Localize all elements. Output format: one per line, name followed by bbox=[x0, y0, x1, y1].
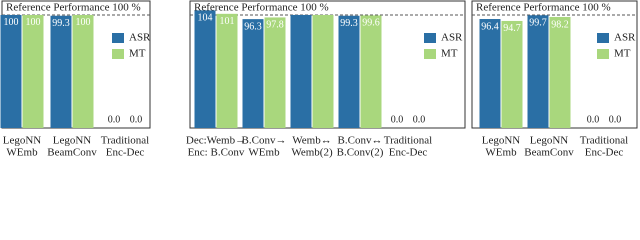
x-tick-label: WEmb bbox=[6, 147, 38, 159]
x-tick-label: WEmb bbox=[485, 147, 517, 159]
x-tick-label: LegoNN bbox=[3, 135, 42, 147]
x-tick-label: Traditional bbox=[580, 135, 629, 147]
value-label: 104 bbox=[198, 13, 213, 24]
value-label: 100 bbox=[4, 17, 19, 28]
bar bbox=[338, 15, 360, 129]
value-label: 96.3 bbox=[244, 21, 262, 32]
legend-swatch bbox=[597, 49, 609, 59]
x-tick-label: LegoNN bbox=[53, 135, 92, 147]
bar bbox=[501, 20, 523, 128]
bar bbox=[72, 14, 94, 129]
bar bbox=[50, 15, 72, 129]
value-label: 97.8 bbox=[266, 20, 284, 31]
legend-swatch bbox=[424, 33, 436, 43]
value-label: 99.6 bbox=[362, 18, 380, 29]
x-tick-label: Enc-Dec bbox=[389, 147, 428, 159]
bar bbox=[312, 14, 334, 129]
bar bbox=[22, 14, 44, 129]
legend-swatch bbox=[112, 49, 124, 59]
value-label: 100 bbox=[26, 17, 41, 28]
legend-label: ASR bbox=[614, 32, 636, 44]
bar bbox=[290, 14, 312, 129]
x-tick-label: BeamConv bbox=[47, 147, 97, 159]
reference-label: Reference Performance 100 % bbox=[6, 2, 141, 14]
x-tick-label: B.Conv(2) bbox=[337, 147, 384, 159]
x-tick-label: Enc: B.Conv bbox=[188, 147, 245, 159]
value-label: 99.3 bbox=[340, 18, 358, 29]
bar bbox=[549, 16, 571, 129]
x-tick-label: Dec:Wemb→ bbox=[186, 135, 246, 147]
x-tick-label: WEmb bbox=[248, 147, 280, 159]
value-label: 0.0 bbox=[391, 114, 404, 125]
value-label: 0.0 bbox=[108, 114, 121, 125]
value-label: 99.7 bbox=[529, 18, 547, 29]
legend-swatch bbox=[112, 33, 124, 43]
bar bbox=[264, 17, 286, 128]
value-label: 100 bbox=[76, 17, 91, 28]
bar bbox=[527, 15, 549, 128]
bar bbox=[479, 19, 501, 128]
legend-label: MT bbox=[614, 48, 631, 60]
value-label: 0.0 bbox=[130, 114, 143, 125]
value-label: 96.4 bbox=[481, 21, 499, 32]
legend-label: MT bbox=[441, 48, 458, 60]
bar bbox=[360, 15, 382, 128]
value-label: 101 bbox=[220, 16, 235, 27]
reference-label: Reference Performance 100 % bbox=[476, 2, 611, 14]
legend-label: ASR bbox=[129, 32, 151, 44]
value-label: 98.2 bbox=[551, 19, 569, 30]
value-label: 99.3 bbox=[52, 18, 70, 29]
bar bbox=[194, 10, 216, 129]
value-label: 0.0 bbox=[587, 114, 600, 125]
bar bbox=[0, 14, 22, 129]
bar bbox=[216, 13, 238, 128]
value-label: 94.7 bbox=[503, 23, 521, 34]
x-tick-label: B.Conv↔ bbox=[338, 135, 383, 147]
x-tick-label: Wemb(2) bbox=[291, 147, 333, 159]
x-tick-label: Traditional bbox=[101, 135, 150, 147]
x-tick-label: Enc-Dec bbox=[106, 147, 145, 159]
legend-swatch bbox=[424, 49, 436, 59]
value-label: 0.0 bbox=[413, 114, 426, 125]
x-tick-label: Traditional bbox=[384, 135, 433, 147]
legend-swatch bbox=[597, 33, 609, 43]
x-tick-label: LegoNN bbox=[530, 135, 569, 147]
reference-label: Reference Performance 100 % bbox=[194, 2, 329, 14]
figure: Reference Performance 100 %100 100LegoNNW… bbox=[0, 0, 638, 159]
x-tick-label: Wemb↔ bbox=[292, 135, 331, 147]
legend-label: MT bbox=[129, 48, 146, 60]
value-label: 0.0 bbox=[609, 114, 622, 125]
x-tick-label: B.Conv→ bbox=[242, 135, 287, 147]
x-tick-label: Enc-Dec bbox=[585, 147, 624, 159]
bar bbox=[242, 19, 264, 128]
legend-label: ASR bbox=[441, 32, 463, 44]
x-tick-label: LegoNN bbox=[482, 135, 521, 147]
x-tick-label: BeamConv bbox=[524, 147, 574, 159]
page: {"chart_data":[ {"type":"bar","reference… bbox=[0, 0, 638, 159]
